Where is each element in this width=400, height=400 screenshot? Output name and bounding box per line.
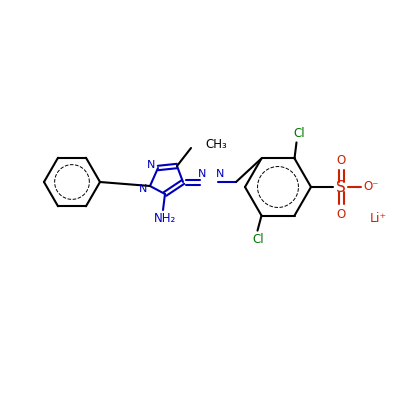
Text: Cl: Cl — [294, 127, 305, 140]
Text: N: N — [139, 184, 147, 194]
Text: N: N — [216, 169, 224, 179]
Text: N: N — [147, 160, 155, 170]
Text: CH₃: CH₃ — [205, 138, 227, 150]
Text: S: S — [336, 180, 346, 194]
Text: N: N — [198, 169, 206, 179]
Text: O: O — [336, 154, 346, 166]
Text: Cl: Cl — [253, 233, 264, 246]
Text: NH₂: NH₂ — [154, 212, 176, 224]
Text: O⁻: O⁻ — [363, 180, 379, 194]
Text: Li⁺: Li⁺ — [370, 212, 386, 224]
Text: O: O — [336, 208, 346, 220]
